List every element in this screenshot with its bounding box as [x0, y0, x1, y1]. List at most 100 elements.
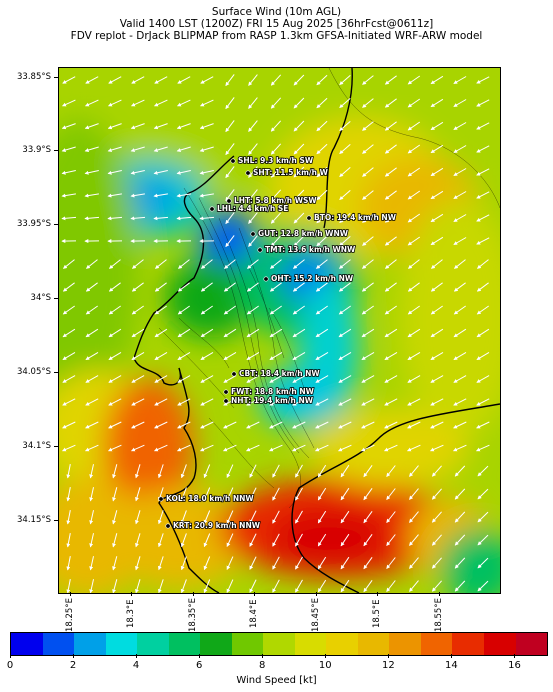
- wind-arrow: [249, 533, 257, 547]
- wind-arrow: [223, 351, 237, 361]
- wind-arrow: [430, 121, 444, 131]
- wind-arrow: [316, 74, 328, 86]
- wind-arrow: [407, 305, 420, 315]
- wind-arrow: [66, 579, 71, 593]
- wind-arrow: [200, 375, 214, 383]
- wind-arrow: [340, 556, 350, 570]
- wind-arrow: [384, 351, 398, 361]
- wind-arrow: [430, 351, 444, 361]
- wind-arrow: [476, 145, 490, 153]
- wind-arrow: [130, 193, 145, 198]
- wind-arrow: [246, 398, 260, 406]
- wind-arrow: [453, 328, 467, 338]
- wind-arrow: [315, 421, 329, 429]
- wind-arrow: [177, 305, 190, 315]
- wind-arrow: [453, 145, 467, 153]
- title-line-3: FDV replot - DrJack BLIPMAP from RASP 1.…: [70, 30, 483, 42]
- wind-arrow: [477, 534, 489, 546]
- lat-tick: [54, 446, 58, 447]
- wind-arrow: [248, 235, 258, 247]
- wind-arrow: [112, 579, 118, 593]
- wind-arrow: [477, 488, 489, 500]
- wind-arrow: [112, 487, 118, 502]
- wind-arrow: [176, 99, 191, 107]
- station-label-tmt: TMT: 13.6 km/h WNW: [265, 245, 356, 254]
- wind-arrow: [337, 444, 352, 452]
- wind-arrow: [200, 259, 213, 269]
- wind-arrow: [85, 76, 99, 84]
- wind-arrow: [340, 579, 350, 593]
- wind-arrow: [157, 464, 164, 479]
- wind-arrow: [409, 580, 419, 592]
- wind-arrow: [453, 99, 467, 107]
- wind-arrow: [248, 120, 258, 132]
- colorbar-segment: [105, 633, 138, 655]
- wind-arrow: [107, 123, 122, 130]
- wind-arrow: [407, 75, 421, 85]
- wind-arrow: [200, 351, 214, 361]
- wind-arrow: [431, 511, 442, 523]
- wind-arrow: [338, 375, 352, 383]
- wind-arrow: [203, 533, 211, 548]
- wind-arrow: [226, 556, 234, 571]
- wind-arrow: [407, 213, 421, 223]
- wind-arrow: [362, 75, 374, 85]
- wind-arrow: [316, 235, 328, 247]
- wind-arrow: [62, 259, 75, 269]
- terrain-contours: [158, 68, 500, 509]
- wind-arrow: [362, 213, 374, 223]
- wind-arrow: [269, 305, 282, 315]
- wind-arrow: [199, 193, 214, 198]
- wind-arrow: [130, 146, 145, 152]
- wind-arrow: [361, 259, 374, 269]
- wind-arrow: [248, 74, 258, 86]
- wind-arrow: [317, 579, 327, 593]
- wind-arrow: [407, 282, 420, 292]
- wind-arrow: [431, 465, 442, 477]
- wind-arrow: [295, 533, 303, 547]
- station-label-shl: SHL: 9.3 km/h SW: [238, 156, 314, 165]
- station-marker: [158, 496, 164, 502]
- lat-tick: [54, 298, 58, 299]
- wind-arrow: [223, 421, 237, 429]
- wind-arrow: [270, 166, 282, 178]
- wind-arrow: [246, 421, 260, 429]
- wind-arrow: [112, 464, 118, 479]
- wind-arrow: [223, 398, 237, 406]
- wind-arrow: [226, 464, 234, 479]
- wind-arrow: [384, 236, 397, 246]
- wind-arrow: [453, 214, 467, 222]
- wind-arrow: [222, 444, 237, 452]
- wind-arrow: [453, 421, 467, 429]
- wind-arrow: [292, 375, 306, 383]
- colorbar-tick-label: 0: [6, 660, 14, 671]
- station-label-krt: KRT: 20.9 km/h NNW: [173, 521, 261, 530]
- wind-arrow: [223, 282, 236, 292]
- wind-arrow: [131, 351, 145, 361]
- wind-arrow: [223, 305, 236, 315]
- wind-arrow: [112, 533, 118, 548]
- wind-arrow: [245, 444, 260, 452]
- wind-arrow: [269, 421, 283, 429]
- station-label-bto: BTO: 19.4 km/h NW: [314, 213, 397, 222]
- wind-arrow: [177, 76, 191, 84]
- wind-arrow: [249, 510, 257, 524]
- wind-arrow: [157, 533, 164, 548]
- wind-arrow: [199, 123, 214, 130]
- wind-arrow: [107, 146, 122, 152]
- wind-arrow: [316, 189, 328, 201]
- wind-arrow: [154, 421, 168, 429]
- wind-arrow: [203, 464, 211, 479]
- wind-arrow: [62, 351, 76, 361]
- colorbar-tick-label: 8: [259, 660, 266, 671]
- wind-arrow: [430, 213, 444, 223]
- wind-arrow: [270, 120, 282, 132]
- wind-arrow: [131, 328, 145, 338]
- wind-arrow: [108, 421, 122, 429]
- wind-arrow: [295, 487, 303, 501]
- wind-arrow: [453, 282, 466, 292]
- wind-arrow: [199, 146, 214, 152]
- wind-arrow: [180, 487, 187, 502]
- wind-arrow: [338, 282, 351, 292]
- wind-arrow: [130, 99, 145, 107]
